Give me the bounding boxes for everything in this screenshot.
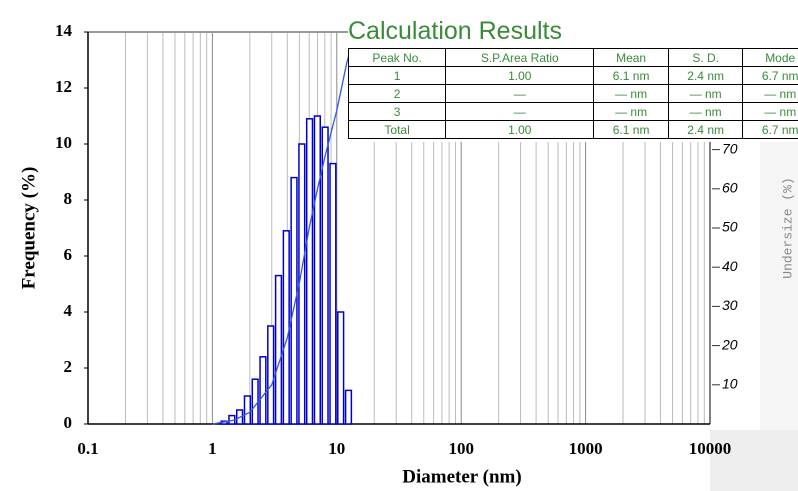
table-cell: 2.4 nm (667, 120, 744, 139)
table-cell: 1.00 (445, 120, 595, 139)
y-tick-label: 2 (64, 357, 73, 376)
bar (290, 176, 298, 425)
bar (251, 378, 259, 425)
results-title: Calculation Results (348, 17, 562, 45)
table-cell: — nm (593, 84, 669, 103)
corner-panel (710, 430, 798, 491)
results-panel: Calculation Results Peak No. S.P.Area Rat… (348, 14, 798, 142)
column-header: S. D. (667, 48, 744, 67)
table-row: 2— — nm — nm — nm (348, 84, 798, 103)
bar (329, 162, 337, 425)
bar (282, 230, 290, 425)
table-cell: 3 (348, 102, 447, 121)
bar (344, 389, 353, 425)
table-row: Total 1.00 6.1 nm 2.4 nm 6.7 nm (348, 120, 798, 139)
table-cell: — nm (667, 102, 744, 121)
table-cell: — nm (742, 84, 798, 103)
bar (267, 325, 275, 425)
table-row: 3— — nm — nm — nm (348, 102, 798, 121)
y-tick-label: 6 (64, 245, 73, 264)
y2-tick-label: 40 (722, 258, 738, 274)
x-tick-label: 0.1 (77, 439, 98, 458)
results-table: Peak No. S.P.Area Ratio Mean S. D. Mode 1 1.00… (348, 48, 798, 139)
y2-tick-label: 70 (722, 140, 738, 156)
y2-tick-label: 30 (722, 297, 738, 313)
table-cell: — (445, 102, 595, 121)
table-cell: 2.4 nm (667, 66, 744, 85)
column-header: Mode (742, 48, 798, 67)
table-cell: — nm (742, 102, 798, 121)
bar (259, 356, 267, 425)
table-cell: — nm (667, 84, 744, 103)
y-tick-label: 12 (55, 77, 72, 96)
y-tick-label: 0 (64, 413, 73, 432)
y2-tick-label: 60 (722, 180, 738, 196)
column-header: S.P.Area Ratio (445, 48, 595, 67)
bar (321, 126, 329, 425)
table-cell: Total (348, 120, 447, 139)
table-cell: 1 (348, 66, 447, 85)
table-cell: — nm (593, 102, 669, 121)
x-tick-label: 10 (328, 439, 345, 458)
table-row: 1 1.00 6.1 nm 2.4 nm 6.7 nm (348, 66, 798, 85)
y-axis-label: Frequency (%) (18, 167, 39, 290)
y2-axis-label: Undersize (%) (780, 177, 795, 278)
table-cell: 6.1 nm (593, 66, 669, 85)
y2-tick-label: 50 (722, 219, 738, 235)
table-cell: 1.00 (445, 66, 595, 85)
y2-tick-label: 20 (721, 336, 738, 352)
table-cell: 6.7 nm (742, 120, 798, 139)
bar (274, 274, 283, 425)
bar (298, 143, 306, 425)
cumulative-line (212, 39, 354, 425)
table-cell: 6.7 nm (742, 66, 798, 85)
bar (243, 395, 252, 425)
y-tick-label: 4 (64, 301, 73, 320)
y-tick-label: 8 (64, 189, 73, 208)
x-tick-label: 100 (448, 439, 474, 458)
y-tick-label: 10 (55, 133, 72, 152)
y2-tick-label: 10 (722, 376, 738, 392)
x-tick-label: 1000 (569, 439, 603, 458)
x-tick-label: 10000 (689, 439, 732, 458)
bar (313, 115, 322, 425)
table-cell: 6.1 nm (593, 120, 669, 139)
table-cell: 2 (348, 84, 447, 103)
x-axis-label: Diameter (nm) (402, 466, 521, 487)
column-header: Mean (593, 48, 669, 67)
x-tick-label: 1 (208, 439, 217, 458)
right-panel (760, 140, 798, 430)
bar (305, 118, 314, 425)
y-tick-label: 14 (55, 21, 73, 40)
column-header: Peak No. (348, 48, 447, 67)
bar (337, 311, 345, 425)
table-cell: — (445, 84, 595, 103)
